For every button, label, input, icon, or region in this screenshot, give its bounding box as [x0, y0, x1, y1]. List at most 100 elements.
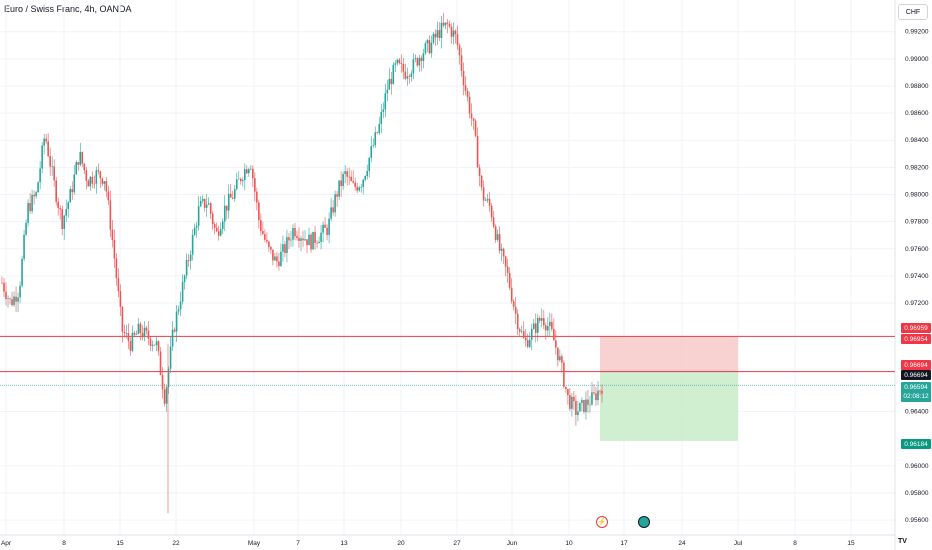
- candle-body-down: [276, 256, 278, 262]
- candle-body-up: [304, 239, 306, 241]
- candle-body-down: [490, 205, 493, 218]
- candle-body-down: [472, 118, 475, 121]
- candle-body-down: [583, 399, 585, 412]
- candle-body-down: [173, 329, 176, 332]
- candle-body-down: [595, 393, 597, 401]
- candle-body-down: [231, 197, 234, 199]
- candle-body-up: [195, 225, 198, 228]
- candle-body-down: [332, 207, 334, 213]
- candle-body-up: [155, 341, 158, 346]
- x-tick-label: 20: [397, 540, 405, 547]
- candle-body-up: [577, 411, 579, 415]
- candle-body-down: [306, 239, 308, 246]
- currency-button[interactable]: CHF: [898, 4, 928, 20]
- candle-body-down: [101, 178, 104, 184]
- y-tick-label: 0.97400: [905, 273, 929, 280]
- candle-body-down: [575, 401, 577, 415]
- candle-body-down: [434, 33, 437, 38]
- candle-body-up: [418, 57, 421, 66]
- candle-body-up: [440, 22, 443, 39]
- candle-body-down: [454, 30, 457, 35]
- candle-body-up: [79, 151, 82, 165]
- candle-body-down: [85, 170, 88, 181]
- candle-body-up: [193, 227, 196, 236]
- y-tick-label: 0.99200: [905, 29, 929, 36]
- y-tick-label: 0.96000: [905, 463, 929, 470]
- candle-body-down: [601, 390, 603, 394]
- candle-body-down: [404, 71, 407, 79]
- candle-body-down: [456, 34, 459, 46]
- current-price-value: 0.96594: [904, 384, 928, 391]
- candle-body-up: [396, 59, 399, 64]
- candle-body-down: [270, 246, 272, 250]
- candle-body-down: [350, 176, 352, 182]
- candle-body-up: [585, 399, 587, 412]
- candle-body-down: [400, 63, 403, 64]
- candle-body-down: [163, 389, 166, 404]
- take-profit-zone: [600, 371, 738, 441]
- candle-body-up: [205, 204, 208, 208]
- candle-body-up: [248, 169, 250, 174]
- candle-body-up: [25, 222, 27, 235]
- candle-body-up: [412, 59, 415, 74]
- candle-body-up: [73, 174, 76, 193]
- candle-body-up: [286, 237, 288, 253]
- candle-body-down: [217, 231, 220, 236]
- candle-body-up: [221, 221, 224, 230]
- candle-body-up: [95, 170, 98, 184]
- candle-body-down: [49, 155, 51, 167]
- x-tick-label: 7: [296, 540, 300, 547]
- candle-body-down: [296, 236, 298, 238]
- candle-body-down: [518, 329, 521, 332]
- x-tick-label: 27: [453, 540, 461, 547]
- candle-body-down: [448, 23, 451, 27]
- entry-lower-tag: 0.96694: [901, 370, 931, 380]
- lightning-icon[interactable]: ⚡: [596, 516, 608, 528]
- candle-body-up: [360, 186, 362, 188]
- candle-body-up: [201, 198, 204, 201]
- candle-body-down: [336, 194, 338, 197]
- candle-body-down: [504, 256, 507, 267]
- candle-body-down: [111, 229, 114, 241]
- candle-body-up: [338, 180, 340, 197]
- candle-body-down: [149, 338, 152, 346]
- candle-body-up: [250, 168, 252, 170]
- candle-body-down: [460, 55, 463, 71]
- candle-body-up: [219, 229, 222, 236]
- candle-body-down: [408, 76, 411, 77]
- candle-body-up: [388, 78, 391, 90]
- candle-body-down: [563, 362, 565, 387]
- candle-body-up: [536, 317, 539, 333]
- candle-body-up: [394, 63, 397, 65]
- candle-body-up: [589, 404, 591, 406]
- candle-body-down: [474, 120, 477, 136]
- candle-body-up: [282, 244, 284, 252]
- candle-body-up: [422, 53, 425, 62]
- candle-body-up: [344, 171, 346, 174]
- candle-body-up: [374, 132, 377, 146]
- candle-body-down: [119, 291, 122, 307]
- candle-body-down: [246, 169, 248, 174]
- candle-body-up: [151, 344, 154, 346]
- candle-body-down: [555, 340, 557, 348]
- candle-body-up: [386, 89, 389, 94]
- candle-body-down: [420, 57, 423, 62]
- candle-body-down: [239, 178, 242, 182]
- candle-body-down: [524, 337, 527, 341]
- current-price-tag: 0.96594 02:08:12: [901, 382, 931, 402]
- x-tick-label: May: [248, 540, 261, 547]
- candle-body-down: [298, 237, 300, 241]
- candle-body-down: [61, 209, 64, 230]
- dividend-icon[interactable]: [638, 516, 650, 528]
- candle-body-up: [484, 200, 487, 202]
- candle-body-down: [1, 282, 3, 284]
- candle-body-up: [368, 157, 371, 172]
- candle-body-down: [553, 329, 555, 341]
- candle-body-down: [91, 176, 94, 184]
- candle-body-up: [185, 260, 188, 276]
- candle-body-up: [362, 179, 365, 187]
- x-tick-label: 10: [565, 540, 573, 547]
- candle-body-down: [77, 162, 80, 165]
- candle-body-down: [390, 78, 393, 85]
